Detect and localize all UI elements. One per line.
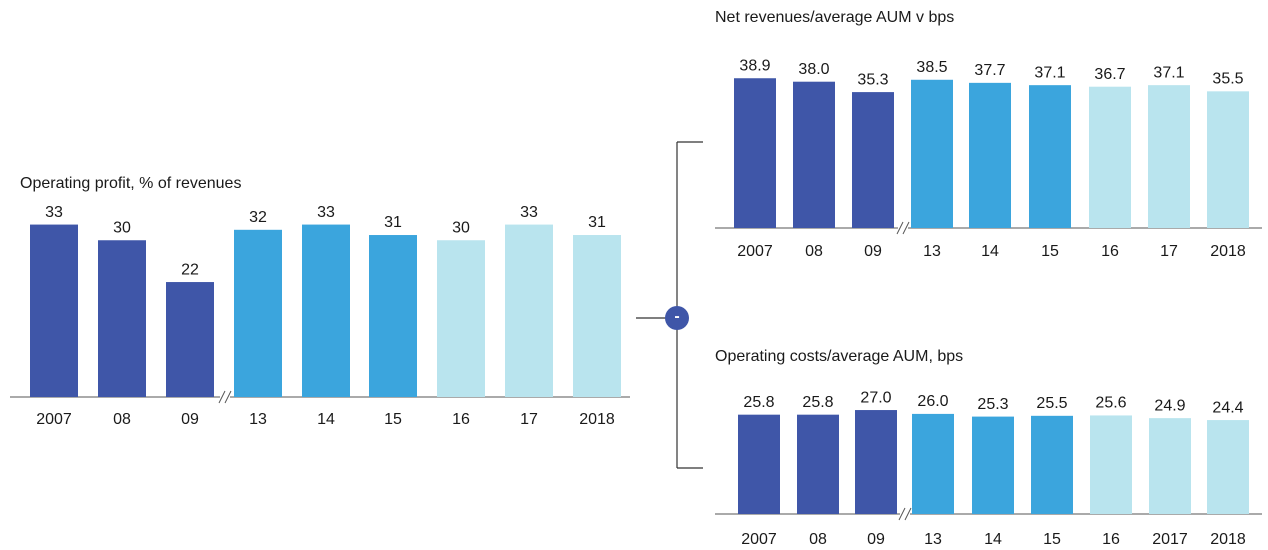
value-label: 22 <box>181 261 199 278</box>
bar <box>852 92 894 228</box>
bar <box>855 410 897 514</box>
x-tick-label: 2007 <box>36 411 72 428</box>
axis-break <box>218 390 226 404</box>
x-tick-label: 14 <box>981 243 999 260</box>
value-label: 32 <box>249 209 267 226</box>
axis-break-gap <box>220 391 230 403</box>
value-label: 30 <box>452 219 470 236</box>
bar <box>234 229 282 397</box>
x-tick-label: 15 <box>1043 531 1061 548</box>
bar <box>969 82 1011 228</box>
bar <box>505 224 553 397</box>
bar <box>437 240 485 397</box>
x-tick-label: 13 <box>924 531 942 548</box>
x-tick-label: 09 <box>867 531 885 548</box>
bar <box>573 235 621 397</box>
bar <box>1031 415 1073 514</box>
value-label: 25.3 <box>977 396 1008 413</box>
bar <box>1148 85 1190 228</box>
x-tick-label: 14 <box>317 411 335 428</box>
bar <box>797 414 839 514</box>
value-label: 37.1 <box>1034 64 1065 81</box>
value-label: 38.5 <box>916 59 947 76</box>
operator-symbol: - <box>674 308 679 325</box>
chart-title: Operating profit, % of revenues <box>20 175 241 192</box>
value-label: 25.8 <box>802 394 833 411</box>
value-label: 26.0 <box>917 393 948 410</box>
x-tick-label: 17 <box>1160 243 1178 260</box>
chart-title: Operating costs/average AUM, bps <box>715 348 963 365</box>
value-label: 27.0 <box>860 389 891 406</box>
axis-break <box>896 221 904 235</box>
bar <box>912 413 954 514</box>
x-tick-label: 14 <box>984 531 1002 548</box>
x-tick-label: 2017 <box>1152 531 1188 548</box>
bar <box>1029 85 1071 228</box>
operator-circle <box>665 306 689 330</box>
x-tick-label: 16 <box>452 411 470 428</box>
x-tick-label: 16 <box>1101 243 1119 260</box>
value-label: 25.8 <box>743 394 774 411</box>
axis-break-gap <box>900 508 910 520</box>
value-label: 31 <box>588 214 606 231</box>
axis-break <box>898 507 906 521</box>
value-label: 25.5 <box>1036 395 1067 412</box>
x-tick-label: 13 <box>249 411 267 428</box>
value-label: 35.3 <box>857 71 888 88</box>
bar <box>793 81 835 228</box>
axis-break <box>904 507 912 521</box>
x-tick-label: 16 <box>1102 531 1120 548</box>
x-tick-label: 2018 <box>579 411 615 428</box>
axis-break-gap <box>898 222 908 234</box>
chart-title: Net revenues/average AUM v bps <box>715 9 954 26</box>
bar <box>1090 415 1132 514</box>
x-tick-label: 2007 <box>741 531 777 548</box>
x-tick-label: 2018 <box>1210 531 1246 548</box>
axis-break <box>224 390 232 404</box>
x-tick-label: 2007 <box>737 243 773 260</box>
bar <box>738 414 780 514</box>
bar <box>369 235 417 397</box>
bar <box>911 79 953 229</box>
bar <box>1089 86 1131 228</box>
bar <box>1207 420 1249 514</box>
x-tick-label: 09 <box>181 411 199 428</box>
value-label: 25.6 <box>1095 395 1126 412</box>
axis-break <box>902 221 910 235</box>
value-label: 36.7 <box>1094 66 1125 83</box>
bar <box>98 240 146 397</box>
value-label: 33 <box>520 204 538 221</box>
value-label: 30 <box>113 219 131 236</box>
x-tick-label: 2018 <box>1210 243 1246 260</box>
bar <box>1207 91 1249 228</box>
x-tick-label: 09 <box>864 243 882 260</box>
value-label: 38.9 <box>739 57 770 74</box>
x-tick-label: 13 <box>923 243 941 260</box>
value-label: 37.1 <box>1153 64 1184 81</box>
x-tick-label: 08 <box>809 531 827 548</box>
value-label: 31 <box>384 214 402 231</box>
bar <box>734 78 776 228</box>
value-label: 35.5 <box>1212 71 1243 88</box>
connector <box>636 141 703 469</box>
bar <box>30 224 78 397</box>
bar <box>166 282 214 397</box>
x-tick-label: 17 <box>520 411 538 428</box>
bar <box>972 416 1014 514</box>
value-label: 24.9 <box>1154 397 1185 414</box>
value-label: 37.7 <box>974 62 1005 79</box>
value-label: 38.0 <box>798 61 829 78</box>
bar <box>1149 418 1191 514</box>
value-label: 33 <box>45 204 63 221</box>
bar <box>302 224 350 397</box>
x-tick-label: 08 <box>805 243 823 260</box>
x-tick-label: 15 <box>384 411 402 428</box>
x-tick-label: 15 <box>1041 243 1059 260</box>
value-label: 24.4 <box>1212 399 1243 416</box>
x-tick-label: 08 <box>113 411 131 428</box>
value-label: 33 <box>317 204 335 221</box>
